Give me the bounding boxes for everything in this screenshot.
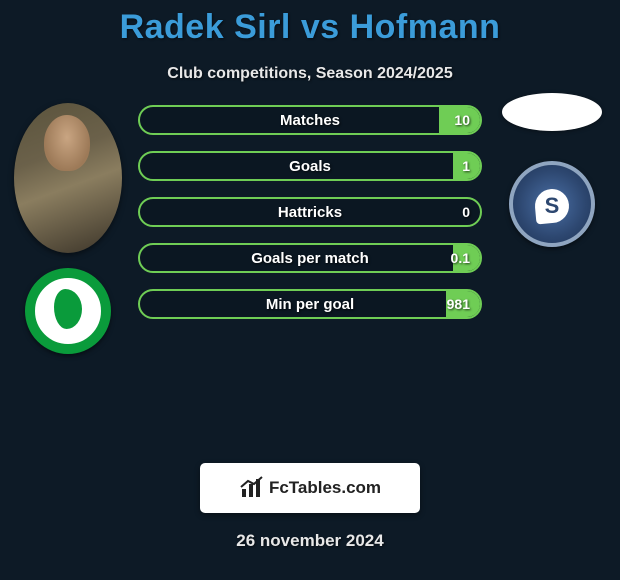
page-title: Radek Sirl vs Hofmann (0, 0, 620, 47)
stat-value-right: 981 (447, 296, 470, 312)
club-logo-left (25, 268, 111, 354)
stat-row-hattricks: Hattricks 0 (138, 197, 482, 227)
stat-bars: Matches 10 Goals 1 Hattricks 0 Goals per… (138, 105, 482, 335)
date-text: 26 november 2024 (0, 531, 620, 551)
player-left-photo (14, 103, 122, 253)
player-right-jersey (502, 93, 602, 131)
comparison-panel: Matches 10 Goals 1 Hattricks 0 Goals per… (0, 83, 620, 423)
stat-label: Min per goal (266, 296, 354, 313)
player-left-column (8, 103, 128, 354)
stat-label: Goals (289, 158, 331, 175)
player-right-column (492, 83, 612, 247)
stat-label: Goals per match (251, 250, 369, 267)
stat-row-goals-per-match: Goals per match 0.1 (138, 243, 482, 273)
stat-row-min-per-goal: Min per goal 981 (138, 289, 482, 319)
stat-value-right: 1 (462, 158, 470, 174)
stat-label: Matches (280, 112, 340, 129)
stat-value-right: 0.1 (451, 250, 470, 266)
watermark-badge[interactable]: FcTables.com (200, 463, 420, 513)
stat-value-right: 0 (462, 204, 470, 220)
stat-label: Hattricks (278, 204, 342, 221)
stat-row-goals: Goals 1 (138, 151, 482, 181)
stat-row-matches: Matches 10 (138, 105, 482, 135)
watermark-text: FcTables.com (269, 478, 381, 498)
subtitle: Club competitions, Season 2024/2025 (0, 65, 620, 83)
club-logo-right (509, 161, 595, 247)
chart-icon (239, 476, 263, 500)
stat-value-right: 10 (454, 112, 470, 128)
